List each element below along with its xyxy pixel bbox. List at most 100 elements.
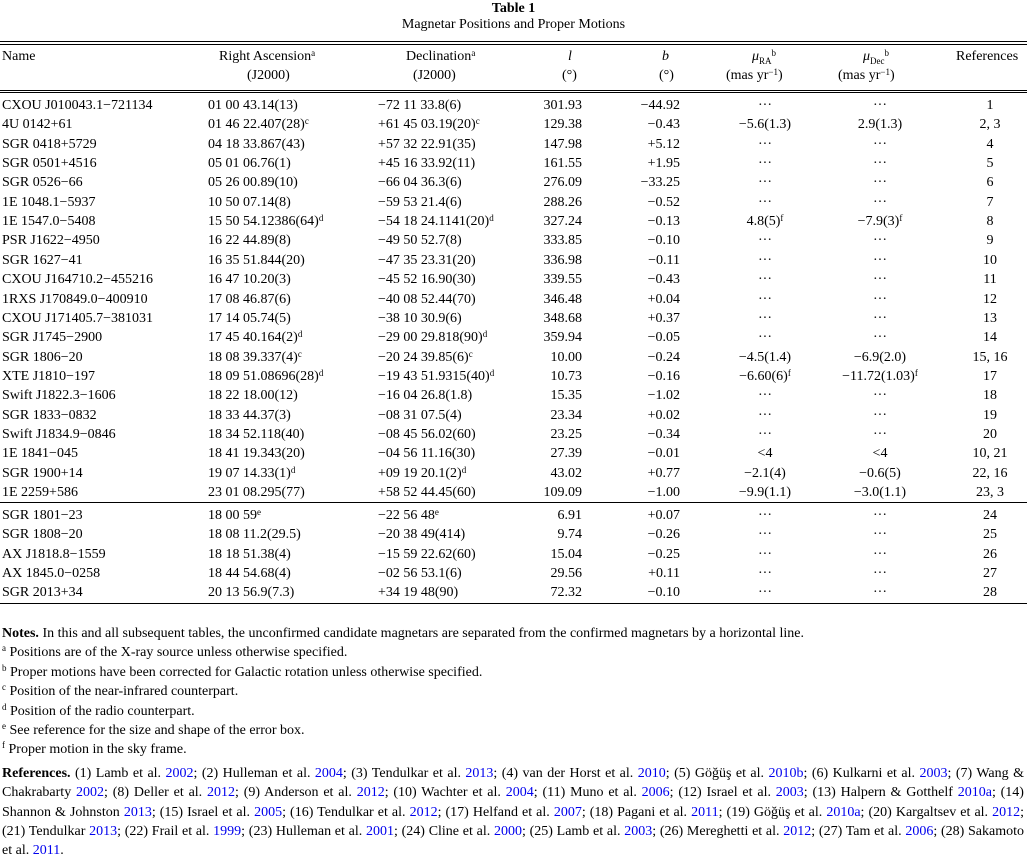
reference-year-link[interactable]: 2012 bbox=[783, 823, 812, 839]
table-row: SGR 1806−20 18 08 39.337(4)c −20 24 39.85(… bbox=[0, 349, 1027, 368]
dec-value: −20 24 39.85(6) bbox=[378, 349, 469, 365]
mu-ra-value: ··· bbox=[758, 310, 772, 326]
header-l-unit: (°) bbox=[562, 68, 577, 83]
cell-ra: 04 18 33.867(43) bbox=[208, 136, 305, 154]
cell-l: 346.48 bbox=[543, 291, 583, 307]
dec-value: +45 16 33.92(11) bbox=[378, 156, 476, 172]
cell-references: 19 bbox=[983, 407, 997, 423]
mu-dec-value: ··· bbox=[873, 407, 887, 423]
cell-ra: 15 50 54.12386(64)d bbox=[208, 213, 323, 231]
cell-mu-dec: ··· bbox=[815, 526, 945, 544]
reference-year-link[interactable]: 2011 bbox=[691, 804, 719, 820]
cell-b: −0.43 bbox=[647, 272, 680, 288]
dec-value: −02 56 53.1(6) bbox=[378, 565, 462, 581]
cell-mu-dec: −6.9(2.0) bbox=[815, 349, 945, 367]
cell-l: 29.56 bbox=[550, 565, 583, 581]
footnote-text: Positions are of the X-ray source unless… bbox=[6, 645, 348, 661]
cell-mu-ra: ··· bbox=[700, 271, 830, 289]
cell-l: 129.38 bbox=[543, 117, 583, 133]
header-mura-unit: (mas yr−1) bbox=[726, 67, 783, 85]
reference-year-link[interactable]: 2012 bbox=[356, 785, 385, 801]
cell-l: 23.25 bbox=[550, 426, 583, 442]
cell-name: SGR 1801−23 bbox=[2, 508, 83, 523]
reference-year-link[interactable]: 2010b bbox=[768, 766, 804, 781]
reference-text: ; (11) Muno et al. bbox=[533, 785, 642, 801]
reference-year-link[interactable]: 2004 bbox=[314, 766, 343, 781]
reference-text: ; (18) Pagani et al. bbox=[581, 804, 692, 820]
reference-year-link[interactable]: 2006 bbox=[641, 785, 670, 801]
cell-ra: 16 47 10.20(3) bbox=[208, 271, 291, 289]
bottom-rule bbox=[0, 603, 1027, 604]
cell-b: −0.25 bbox=[647, 546, 680, 562]
reference-year-link[interactable]: 2013 bbox=[465, 766, 494, 781]
cell-ra: 20 13 56.9(7.3) bbox=[208, 584, 294, 602]
cell-l: 10.73 bbox=[550, 368, 583, 384]
reference-year-link[interactable]: 2000 bbox=[493, 823, 522, 839]
cell-name: XTE J1810−197 bbox=[2, 368, 96, 384]
cell-l: 15.35 bbox=[550, 388, 583, 404]
reference-year-link[interactable]: 2007 bbox=[553, 804, 582, 820]
table-row: Swift J1822.3−1606 18 22 18.00(12) −16 04 … bbox=[0, 387, 1027, 406]
cell-dec: −29 00 29.818(90)d bbox=[378, 329, 487, 347]
ra-value: 10 50 07.14(8) bbox=[208, 194, 291, 210]
reference-year-link[interactable]: 2010a bbox=[957, 785, 992, 801]
dec-value: −16 04 26.8(1.8) bbox=[378, 388, 473, 404]
reference-year-link[interactable]: 2003 bbox=[624, 823, 653, 839]
footnote-mark: e bbox=[434, 507, 439, 517]
reference-year-link[interactable]: 2004 bbox=[505, 785, 534, 801]
reference-year-link[interactable]: 2003 bbox=[775, 785, 804, 801]
reference-text: ; (14) Shannon & Johnston bbox=[2, 785, 1024, 820]
mu-ra-value: ··· bbox=[758, 426, 772, 442]
reference-year-link[interactable]: 2012 bbox=[207, 785, 236, 801]
reference-year-link[interactable]: 2001 bbox=[366, 823, 394, 839]
cell-references: 20 bbox=[983, 426, 997, 442]
reference-year-link[interactable]: 2002 bbox=[165, 766, 194, 781]
reference-year-link[interactable]: 2006 bbox=[905, 823, 934, 839]
cell-b: −44.92 bbox=[640, 98, 680, 113]
cell-mu-dec: ··· bbox=[815, 136, 945, 154]
reference-year-link[interactable]: 2003 bbox=[919, 766, 948, 781]
dec-value: −47 35 23.31(20) bbox=[378, 252, 476, 268]
mu-ra-value: ··· bbox=[758, 194, 772, 210]
reference-year-link[interactable]: 2005 bbox=[254, 804, 283, 820]
reference-year-link[interactable]: 2013 bbox=[123, 804, 152, 820]
footnote-text: Proper motion in the sky frame. bbox=[5, 742, 187, 758]
reference-text: ; (4) van der Horst et al. bbox=[493, 766, 638, 781]
footnote-text: See reference for the size and shape of … bbox=[6, 723, 305, 739]
references: References. (1) Lamb et al. 2002; (2) Hu… bbox=[2, 764, 1024, 860]
cell-b: +0.77 bbox=[647, 465, 680, 481]
reference-year-link[interactable]: 2013 bbox=[89, 823, 118, 839]
header-references: References bbox=[956, 49, 1019, 64]
cell-b: −0.52 bbox=[647, 194, 680, 210]
cell-ra: 16 22 44.89(8) bbox=[208, 232, 291, 250]
cell-mu-dec: ··· bbox=[815, 387, 945, 405]
footnote-mark: d bbox=[297, 329, 303, 340]
reference-year-link[interactable]: 2002 bbox=[76, 785, 105, 801]
reference-text: ; (12) Israel et al. bbox=[669, 785, 776, 801]
reference-text: ; (7) Wang & Chakrabarty bbox=[2, 766, 1024, 801]
reference-year-link[interactable]: 1999 bbox=[213, 823, 242, 839]
reference-year-link[interactable]: 2011 bbox=[32, 843, 61, 859]
ra-value: 23 01 08.295(77) bbox=[208, 485, 305, 500]
cell-mu-dec: ··· bbox=[815, 310, 945, 328]
cell-references: 25 bbox=[983, 527, 997, 543]
reference-year-link[interactable]: 2010 bbox=[637, 766, 666, 781]
reference-year-link[interactable]: 2010a bbox=[826, 804, 861, 820]
reference-year-link[interactable]: 2012 bbox=[409, 804, 438, 820]
cell-ra: 18 00 59e bbox=[208, 507, 261, 525]
cell-b: +5.12 bbox=[647, 136, 680, 152]
reference-text: ; (24) Cline et al. bbox=[394, 823, 494, 839]
reference-text: ; (13) Halpern & Gotthelf bbox=[803, 785, 958, 801]
unit: (mas yr bbox=[838, 68, 881, 83]
cell-b: −33.25 bbox=[640, 175, 680, 191]
reference-text: ; (22) Frail et al. bbox=[117, 823, 214, 839]
cell-name: Swift J1822.3−1606 bbox=[2, 388, 116, 404]
group-separator bbox=[0, 502, 1027, 503]
cell-b: −0.10 bbox=[647, 233, 680, 249]
cell-ra: 17 08 46.87(6) bbox=[208, 291, 291, 309]
reference-year-link[interactable]: 2012 bbox=[992, 804, 1021, 820]
cell-mu-ra: ··· bbox=[700, 387, 830, 405]
reference-text: ; (17) Helfand et al. bbox=[437, 804, 554, 820]
cell-dec: −02 56 53.1(6) bbox=[378, 565, 462, 583]
footnote: f Proper motion in the sky frame. bbox=[2, 740, 1024, 759]
